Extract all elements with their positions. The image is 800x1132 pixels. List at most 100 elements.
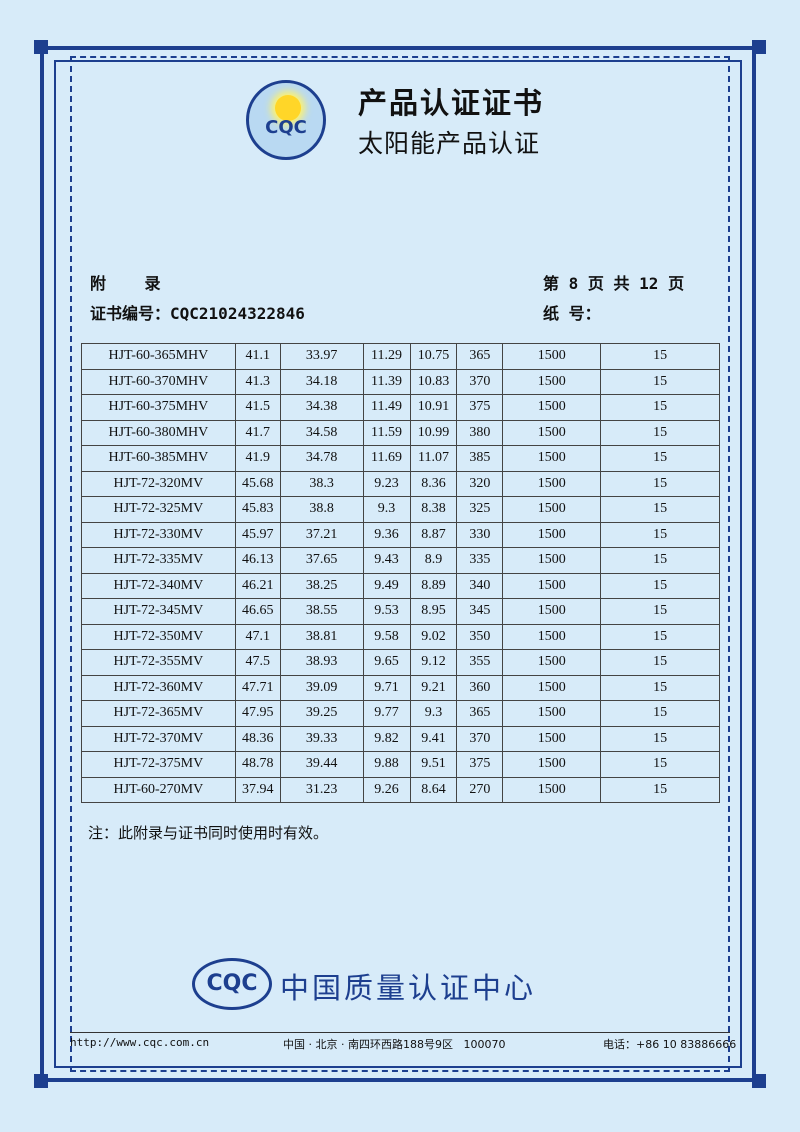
table-cell: 8.64 [409,776,458,803]
table-cell: 9.43 [362,547,411,574]
table-cell: 1500 [502,470,602,497]
table-cell: 1500 [502,674,602,701]
table-cell: HJT-72-330MV [81,521,236,548]
table-row: HJT-72-360MV 47.71 39.09 9.71 9.21 360 1500 15 [81,674,720,701]
table-cell: 1500 [502,598,602,625]
table-cell: 9.77 [362,700,411,727]
table-cell: 1500 [502,521,602,548]
table-cell: 46.13 [234,547,281,574]
table-cell: 38.25 [279,572,364,599]
table-row: HJT-60-370MHV 41.3 34.18 11.39 10.83 370 1500 1… [81,368,720,395]
table-cell: 9.36 [362,521,411,548]
appendix-label: 附 录 [90,274,161,293]
table-cell: 41.5 [234,394,281,421]
table-cell: 15 [600,776,720,803]
table-cell: 48.78 [234,751,281,778]
cert-number-value: CQC21024322846 [170,304,305,323]
table-cell: 1500 [502,394,602,421]
table-cell: 11.29 [362,343,411,370]
table-row: HJT-60-270MV 37.94 31.23 9.26 8.64 270 1500 15 [81,776,720,803]
table-cell: 47.1 [234,623,281,650]
table-cell: HJT-72-355MV [81,649,236,676]
table-cell: 11.69 [362,445,411,472]
corner-ornament [34,40,48,54]
table-cell: 15 [600,700,720,727]
table-cell: 1500 [502,496,602,523]
table-cell: 38.81 [279,623,364,650]
table-cell: 15 [600,649,720,676]
table-cell: 320 [456,470,504,497]
table-cell: 15 [600,521,720,548]
table-cell: 41.7 [234,419,281,446]
table-cell: 365 [456,700,504,727]
table-cell: 11.07 [409,445,458,472]
table-cell: 8.36 [409,470,458,497]
table-cell: 8.9 [409,547,458,574]
inner-frame [54,60,742,1068]
table-cell: 15 [600,623,720,650]
table-cell: 385 [456,445,504,472]
table-cell: 9.49 [362,572,411,599]
table-cell: 11.59 [362,419,411,446]
table-cell: 8.89 [409,572,458,599]
table-cell: 380 [456,419,504,446]
website-link[interactable]: http://www.cqc.com.cn [70,1036,210,1049]
organization-name: 中国质量认证中心 [280,971,537,1005]
cqc-logo: CQC [192,958,272,1010]
sun-icon [275,95,301,121]
table-cell: 9.51 [409,751,458,778]
table-cell: 15 [600,394,720,421]
table-cell: 39.09 [279,674,364,701]
logo-text: CQC [265,117,307,138]
table-cell: HJT-72-370MV [81,725,236,752]
table-cell: HJT-60-375MHV [81,394,236,421]
phone: 电话：+86 10 83886666 [603,1038,737,1051]
table-cell: 1500 [502,776,602,803]
table-cell: 1500 [502,700,602,727]
table-cell: HJT-72-325MV [81,496,236,523]
table-cell: 9.53 [362,598,411,625]
table-cell: 9.23 [362,470,411,497]
table-row: HJT-72-350MV 47.1 38.81 9.58 9.02 350 1500 15 [81,623,720,650]
table-cell: 8.95 [409,598,458,625]
table-cell: 37.21 [279,521,364,548]
table-row: HJT-72-325MV 45.83 38.8 9.3 8.38 325 1500 15 [81,496,720,523]
table-cell: 375 [456,751,504,778]
table-cell: 38.93 [279,649,364,676]
table-cell: 39.33 [279,725,364,752]
table-cell: 9.82 [362,725,411,752]
table-cell: 45.68 [234,470,281,497]
table-cell: 325 [456,496,504,523]
table-cell: 270 [456,776,504,803]
table-cell: 39.25 [279,700,364,727]
table-cell: HJT-72-335MV [81,547,236,574]
table-cell: 345 [456,598,504,625]
table-cell: 8.38 [409,496,458,523]
corner-ornament [752,1074,766,1088]
table-cell: HJT-60-370MHV [81,368,236,395]
table-row: HJT-72-365MV 47.95 39.25 9.77 9.3 365 1500 15 [81,700,720,727]
table-cell: 10.91 [409,394,458,421]
table-cell: 9.71 [362,674,411,701]
corner-ornament [752,40,766,54]
table-cell: 47.95 [234,700,281,727]
table-row: HJT-60-375MHV 41.5 34.38 11.49 10.91 375 1500 1… [81,394,720,421]
table-cell: HJT-72-345MV [81,598,236,625]
table-cell: 9.41 [409,725,458,752]
table-cell: HJT-72-365MV [81,700,236,727]
table-cell: 41.3 [234,368,281,395]
table-cell: 9.02 [409,623,458,650]
table-cell: 1500 [502,419,602,446]
table-cell: 335 [456,547,504,574]
table-cell: 11.49 [362,394,411,421]
table-cell: 15 [600,445,720,472]
table-cell: 9.58 [362,623,411,650]
table-cell: 1500 [502,572,602,599]
table-cell: HJT-60-365MHV [81,343,236,370]
table-cell: 47.5 [234,649,281,676]
table-cell: 355 [456,649,504,676]
table-cell: 46.21 [234,572,281,599]
table-row: HJT-72-335MV 46.13 37.65 9.43 8.9 335 1500 15 [81,547,720,574]
table-cell: 48.36 [234,725,281,752]
table-row: HJT-72-340MV 46.21 38.25 9.49 8.89 340 1500 15 [81,572,720,599]
